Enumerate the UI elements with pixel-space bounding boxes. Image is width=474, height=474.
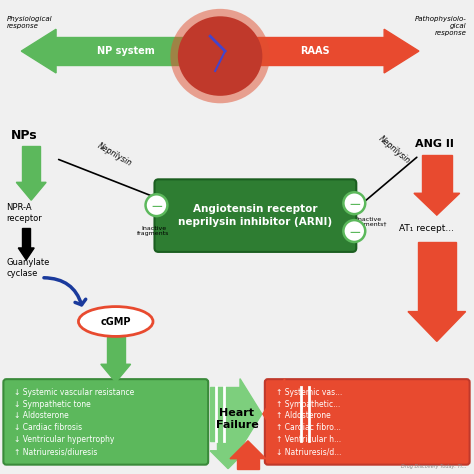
Bar — [22, 228, 30, 248]
FancyBboxPatch shape — [155, 179, 356, 252]
Text: ↓ Natriuresis/d...: ↓ Natriuresis/d... — [276, 447, 341, 456]
Bar — [217, 441, 239, 451]
Polygon shape — [414, 193, 460, 215]
Text: Neprilysin: Neprilysin — [377, 134, 412, 165]
Bar — [107, 337, 125, 364]
Ellipse shape — [343, 220, 365, 242]
Text: ↑ Ventricular h...: ↑ Ventricular h... — [276, 435, 341, 444]
Text: Drug Discovery Today: Ti...: Drug Discovery Today: Ti... — [401, 464, 466, 469]
Ellipse shape — [78, 307, 153, 337]
Bar — [56, 37, 195, 65]
Text: ↓ Systemic vascular resistance: ↓ Systemic vascular resistance — [14, 388, 135, 397]
Text: Physiological
response: Physiological response — [6, 16, 52, 29]
Bar — [285, 387, 315, 441]
Text: NPs: NPs — [11, 129, 38, 142]
Text: Pathophysiolo-
gical
response: Pathophysiolo- gical response — [415, 16, 466, 36]
Text: RAAS: RAAS — [300, 46, 329, 56]
Text: ↑ Sympathetic...: ↑ Sympathetic... — [276, 400, 340, 409]
Text: Heart
Failure: Heart Failure — [216, 408, 258, 430]
Ellipse shape — [170, 9, 270, 103]
Text: ↑ Systemic vas...: ↑ Systemic vas... — [276, 388, 342, 397]
Polygon shape — [101, 364, 131, 382]
FancyBboxPatch shape — [265, 379, 470, 465]
Text: ↓ Aldosterone: ↓ Aldosterone — [14, 411, 69, 420]
Text: Inactive
fragments†: Inactive fragments† — [351, 217, 387, 228]
Polygon shape — [21, 29, 56, 73]
Polygon shape — [210, 451, 246, 469]
Bar — [422, 155, 452, 193]
Text: Inactive
fragments: Inactive fragments — [137, 226, 170, 237]
Polygon shape — [263, 379, 285, 449]
Bar — [22, 146, 40, 182]
Bar — [418, 242, 456, 311]
Bar — [210, 387, 240, 441]
Text: ↑ Natriuresis/diuresis: ↑ Natriuresis/diuresis — [14, 447, 98, 456]
Text: Neprilysin: Neprilysin — [96, 141, 134, 168]
Text: NP system: NP system — [97, 46, 155, 56]
Polygon shape — [16, 182, 46, 200]
Polygon shape — [384, 29, 419, 73]
Text: ↓ Ventricular hypertrophy: ↓ Ventricular hypertrophy — [14, 435, 115, 444]
Bar — [245, 37, 384, 65]
Text: ↓ Sympathetic tone: ↓ Sympathetic tone — [14, 400, 91, 409]
Text: AT₁ recept...: AT₁ recept... — [399, 224, 454, 233]
Text: ↓ Cardiac fibrosis: ↓ Cardiac fibrosis — [14, 423, 82, 432]
Text: −: − — [348, 225, 361, 239]
Text: −: − — [150, 199, 163, 214]
FancyBboxPatch shape — [3, 379, 208, 465]
Text: −: − — [348, 197, 361, 212]
Polygon shape — [240, 379, 262, 449]
Text: ↑ Aldosterone: ↑ Aldosterone — [276, 411, 330, 420]
Ellipse shape — [178, 16, 262, 96]
Polygon shape — [18, 248, 34, 260]
Text: Angiotensin receptor
neprilysin inhibitor (ARNI): Angiotensin receptor neprilysin inhibito… — [178, 204, 332, 227]
Text: cGMP: cGMP — [100, 317, 131, 327]
Text: ANG II: ANG II — [415, 138, 454, 148]
Ellipse shape — [343, 192, 365, 214]
Polygon shape — [408, 311, 465, 341]
Polygon shape — [230, 441, 266, 459]
Ellipse shape — [146, 194, 167, 216]
Text: NPR-A
receptor: NPR-A receptor — [6, 203, 42, 223]
Text: Guanylate
cyclase: Guanylate cyclase — [6, 258, 50, 277]
Text: ↑ Cardiac fibro...: ↑ Cardiac fibro... — [276, 423, 341, 432]
Bar — [237, 459, 259, 469]
